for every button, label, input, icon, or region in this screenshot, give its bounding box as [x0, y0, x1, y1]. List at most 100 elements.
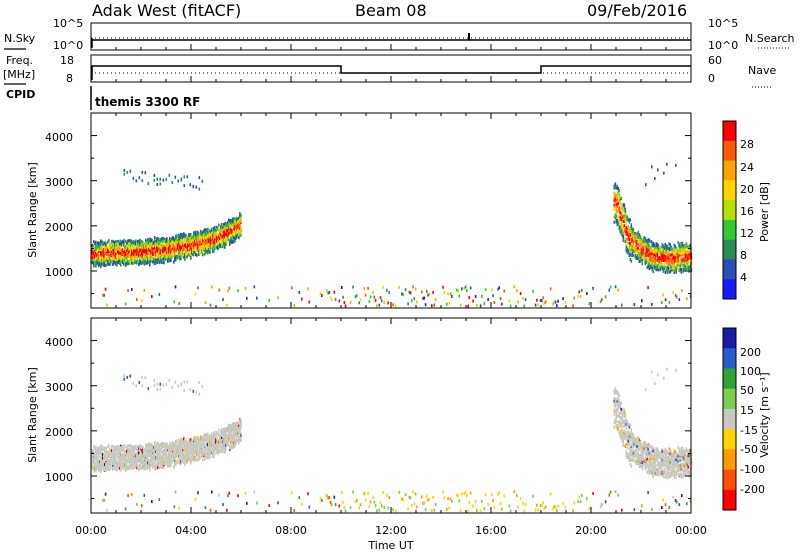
velocity-point: [95, 453, 97, 457]
power-point: [212, 240, 214, 244]
velocity-point: [183, 457, 185, 461]
power-point: [148, 241, 150, 245]
power-point: [156, 252, 158, 256]
power-point: [131, 261, 133, 265]
power-point: [182, 247, 184, 251]
velocity-point: [118, 461, 120, 465]
power-point: [102, 253, 104, 257]
power-point: [129, 258, 131, 262]
power-point: [208, 234, 210, 238]
velocity-point: [120, 468, 122, 472]
velocity-point: [132, 466, 134, 470]
power-point: [207, 242, 209, 246]
power-point: [197, 248, 199, 252]
power-point: [202, 247, 204, 251]
power-point: [216, 242, 218, 246]
velocity-point: [96, 449, 98, 452]
power-point: [464, 285, 467, 289]
power-point: [613, 191, 616, 195]
velocity-point: [185, 453, 187, 457]
power-point: [204, 232, 206, 236]
power-point: [169, 240, 171, 244]
power-point: [156, 243, 158, 247]
power-point: [236, 221, 238, 225]
power-point: [687, 256, 690, 260]
power-point: [103, 254, 105, 258]
power-point: [98, 259, 100, 263]
velocity-point: [121, 461, 123, 465]
velocity-point: [129, 463, 131, 467]
power-point: [679, 261, 682, 265]
power-point: [99, 243, 101, 247]
power-point: [122, 259, 124, 262]
power-point: [120, 261, 122, 264]
power-point: [461, 287, 463, 291]
power-point: [117, 247, 119, 251]
power-point: [189, 237, 191, 241]
power-point: [667, 255, 670, 259]
power-point: [677, 257, 680, 261]
power-point: [213, 245, 215, 249]
velocity-point: [202, 454, 204, 458]
power-point: [671, 266, 674, 270]
power-point: [216, 239, 218, 243]
power-point: [110, 254, 112, 258]
power-point: [133, 256, 135, 260]
power-point: [620, 218, 623, 222]
velocity-point: [148, 446, 150, 450]
power-point: [228, 222, 230, 226]
power-point: [654, 245, 657, 249]
power-point: [120, 263, 122, 267]
velocity-point: [133, 461, 135, 465]
power-point: [195, 230, 197, 234]
velocity-point: [202, 452, 204, 456]
power-point: [619, 196, 622, 200]
power-point: [138, 246, 140, 250]
velocity-point: [191, 450, 193, 454]
power-point: [174, 285, 177, 289]
velocity-point: [188, 458, 190, 461]
power-point: [409, 291, 412, 295]
velocity-point: [167, 444, 169, 448]
power-point: [614, 215, 617, 219]
power-point: [108, 256, 110, 260]
velocity-point: [100, 447, 102, 451]
velocity-point: [195, 458, 197, 461]
power-point: [165, 177, 168, 181]
power-point: [131, 288, 133, 291]
velocity-point: [166, 456, 168, 460]
power-point: [231, 237, 233, 241]
power-point: [136, 252, 138, 256]
power-point: [220, 230, 222, 234]
power-point: [169, 244, 171, 248]
velocity-point: [200, 445, 202, 449]
power-point: [666, 253, 669, 257]
power-point: [625, 215, 628, 218]
velocity-point: [198, 450, 200, 454]
velocity-point: [119, 447, 121, 451]
power-point: [620, 221, 623, 224]
velocity-point: [150, 464, 152, 468]
power-point: [102, 256, 104, 260]
power-point: [141, 244, 143, 248]
power-point: [193, 237, 195, 241]
power-point: [178, 235, 180, 239]
power-point: [103, 260, 105, 264]
power-point: [221, 228, 223, 232]
power-point: [183, 246, 185, 250]
power-point: [369, 295, 372, 299]
power-point: [686, 245, 689, 249]
power-point: [157, 236, 159, 240]
velocity-point: [104, 456, 106, 460]
power-point: [131, 241, 133, 245]
velocity-point: [186, 445, 188, 449]
velocity-point: [198, 439, 200, 443]
power-point: [177, 244, 179, 248]
velocity-point: [177, 449, 179, 453]
power-point: [685, 267, 688, 271]
power-point: [651, 256, 654, 260]
velocity-point: [201, 445, 203, 448]
power-point: [106, 260, 108, 264]
power-point: [212, 247, 214, 251]
power-point: [221, 234, 223, 237]
